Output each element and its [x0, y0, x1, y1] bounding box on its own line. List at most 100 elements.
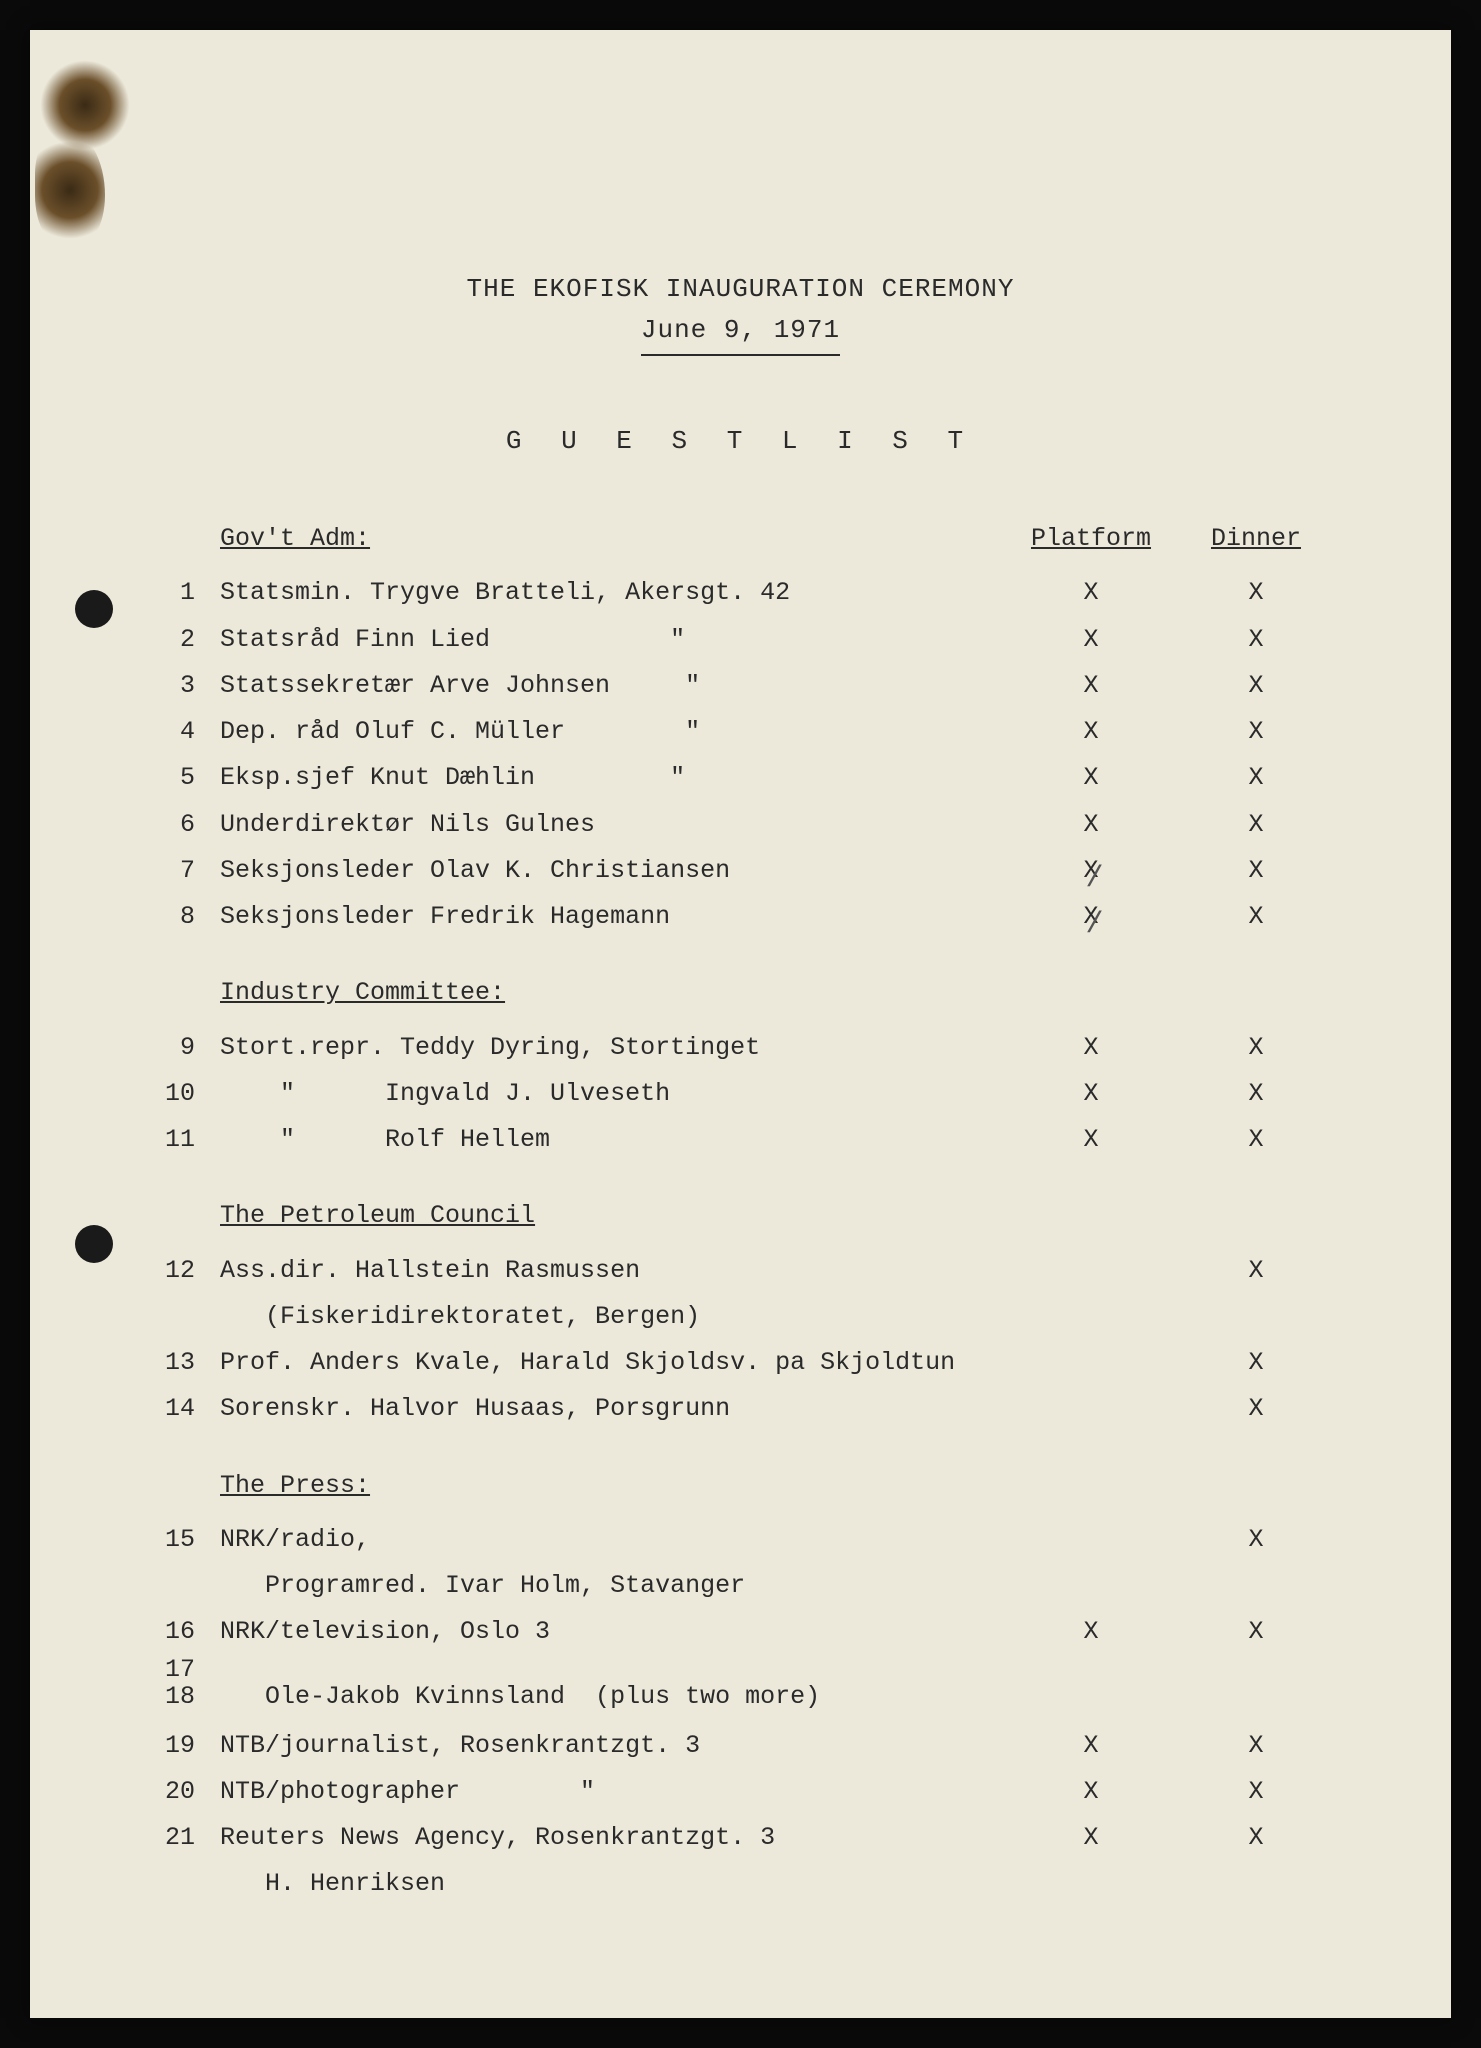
platform-mark: X — [1001, 802, 1181, 848]
dinner-mark: X — [1181, 1117, 1331, 1163]
guest-row: H. Henriksen — [150, 1861, 1331, 1907]
row-number: 8 — [150, 894, 220, 940]
dinner-mark: X — [1181, 802, 1331, 848]
dinner-mark: X — [1181, 755, 1331, 801]
dinner-mark: X — [1181, 709, 1331, 755]
guest-name: NTB/photographer " — [220, 1769, 1001, 1815]
guest-row: 11 " Rolf HellemXX — [150, 1117, 1331, 1163]
guest-name: NRK/radio, — [220, 1517, 1001, 1563]
row-number: 1 — [150, 570, 220, 616]
dinner-mark: X — [1181, 1769, 1331, 1815]
guest-name: NTB/journalist, Rosenkrantzgt. 3 — [220, 1723, 1001, 1769]
guest-row: 13Prof. Anders Kvale, Harald Skjoldsv. p… — [150, 1340, 1331, 1386]
dinner-mark: X — [1181, 1815, 1331, 1861]
column-header-platform: Platform — [1031, 524, 1151, 553]
row-number: 15 — [150, 1517, 220, 1563]
section-label: Industry Committee: — [220, 970, 1001, 1016]
dinner-mark: X — [1181, 1517, 1331, 1563]
document-page: THE EKOFISK INAUGURATION CEREMONY June 9… — [30, 30, 1451, 2018]
guest-row: 7Seksjonsleder Olav K. ChristiansenXX — [150, 848, 1331, 894]
row-number: 20 — [150, 1769, 220, 1815]
guest-name: Programred. Ivar Holm, Stavanger — [220, 1563, 1001, 1609]
guest-row: Programred. Ivar Holm, Stavanger — [150, 1563, 1331, 1609]
guest-row: 8Seksjonsleder Fredrik HagemannXX — [150, 894, 1331, 940]
row-number: 7 — [150, 848, 220, 894]
title-block: THE EKOFISK INAUGURATION CEREMONY June 9… — [150, 270, 1331, 356]
guest-row: 16NRK/television, Oslo 3XX — [150, 1609, 1331, 1655]
platform-mark: X — [1001, 663, 1181, 709]
guest-row: 21Reuters News Agency, Rosenkrantzgt. 3X… — [150, 1815, 1331, 1861]
guest-row: 3Statssekretær Arve Johnsen "XX — [150, 663, 1331, 709]
section-header: Industry Committee: — [150, 970, 1331, 1016]
guest-name: Reuters News Agency, Rosenkrantzgt. 3 — [220, 1815, 1001, 1861]
platform-mark: X — [1001, 848, 1181, 894]
section-header: The Press: — [150, 1463, 1331, 1509]
row-number: 6 — [150, 802, 220, 848]
guest-name: Statsmin. Trygve Bratteli, Akersgt. 42 — [220, 570, 1001, 616]
guest-name: Sorenskr. Halvor Husaas, Porsgrunn — [220, 1386, 1001, 1432]
platform-mark: X — [1001, 1609, 1181, 1655]
guest-row: 9Stort.repr. Teddy Dyring, StortingetXX — [150, 1025, 1331, 1071]
punch-hole — [75, 590, 113, 628]
row-number: 19 — [150, 1723, 220, 1769]
guest-row: 10 " Ingvald J. UlvesethXX — [150, 1071, 1331, 1117]
dinner-mark: X — [1181, 848, 1331, 894]
platform-mark: X — [1001, 617, 1181, 663]
title-line-1: THE EKOFISK INAUGURATION CEREMONY — [150, 270, 1331, 309]
platform-mark: X — [1001, 1117, 1181, 1163]
guest-name: NRK/television, Oslo 3 — [220, 1609, 1001, 1655]
row-number: 10 — [150, 1071, 220, 1117]
column-header-dinner: Dinner — [1211, 524, 1301, 553]
guest-row: 2Statsråd Finn Lied "XX — [150, 617, 1331, 663]
dinner-mark: X — [1181, 1386, 1331, 1432]
dinner-mark: X — [1181, 1609, 1331, 1655]
dinner-mark: X — [1181, 1071, 1331, 1117]
section-label: The Press: — [220, 1463, 1001, 1509]
platform-mark: X — [1001, 1815, 1181, 1861]
section-label: The Petroleum Council — [220, 1193, 1001, 1239]
punch-hole — [75, 1225, 113, 1263]
guest-list: Gov't Adm:PlatformDinner1Statsmin. Trygv… — [150, 516, 1331, 1908]
guest-name: Statssekretær Arve Johnsen " — [220, 663, 1001, 709]
dinner-mark: X — [1181, 1723, 1331, 1769]
dinner-mark: X — [1181, 894, 1331, 940]
guest-name: Seksjonsleder Olav K. Christiansen — [220, 848, 1001, 894]
dinner-mark: X — [1181, 663, 1331, 709]
dinner-mark: X — [1181, 617, 1331, 663]
row-number: 13 — [150, 1340, 220, 1386]
row-number: 4 — [150, 709, 220, 755]
subtitle: G U E S T L I S T — [150, 426, 1331, 456]
guest-row: 6Underdirektør Nils GulnesXX — [150, 802, 1331, 848]
guest-row: 17 — [150, 1656, 1331, 1684]
platform-mark: X — [1001, 570, 1181, 616]
row-number: 11 — [150, 1117, 220, 1163]
title-line-2: June 9, 1971 — [641, 311, 840, 356]
guest-row: 4Dep. råd Oluf C. Müller "XX — [150, 709, 1331, 755]
guest-name: Ole-Jakob Kvinnsland (plus two more) — [220, 1683, 1001, 1711]
guest-row: 5Eksp.sjef Knut Dæhlin "XX — [150, 755, 1331, 801]
guest-row: 1Statsmin. Trygve Bratteli, Akersgt. 42X… — [150, 570, 1331, 616]
guest-name: " Ingvald J. Ulveseth — [220, 1071, 1001, 1117]
row-number: 9 — [150, 1025, 220, 1071]
platform-mark: X — [1001, 709, 1181, 755]
dinner-mark: X — [1181, 1248, 1331, 1294]
platform-mark: X — [1001, 755, 1181, 801]
guest-name: Dep. råd Oluf C. Müller " — [220, 709, 1001, 755]
guest-name: Ass.dir. Hallstein Rasmussen — [220, 1248, 1001, 1294]
guest-name: Statsråd Finn Lied " — [220, 617, 1001, 663]
guest-name: Eksp.sjef Knut Dæhlin " — [220, 755, 1001, 801]
guest-name: Prof. Anders Kvale, Harald Skjoldsv. pa … — [220, 1340, 1001, 1386]
row-number: 18 — [150, 1683, 220, 1711]
row-number: 3 — [150, 663, 220, 709]
row-number: 16 — [150, 1609, 220, 1655]
guest-name: H. Henriksen — [220, 1861, 1001, 1907]
guest-row: 19NTB/journalist, Rosenkrantzgt. 3XX — [150, 1723, 1331, 1769]
guest-name: Seksjonsleder Fredrik Hagemann — [220, 894, 1001, 940]
guest-row: 15NRK/radio, X — [150, 1517, 1331, 1563]
dinner-mark: X — [1181, 570, 1331, 616]
platform-mark: X — [1001, 1025, 1181, 1071]
platform-mark: X — [1001, 1071, 1181, 1117]
guest-row: 20NTB/photographer "XX — [150, 1769, 1331, 1815]
row-number: 21 — [150, 1815, 220, 1861]
section-header: Gov't Adm:PlatformDinner — [150, 516, 1331, 562]
